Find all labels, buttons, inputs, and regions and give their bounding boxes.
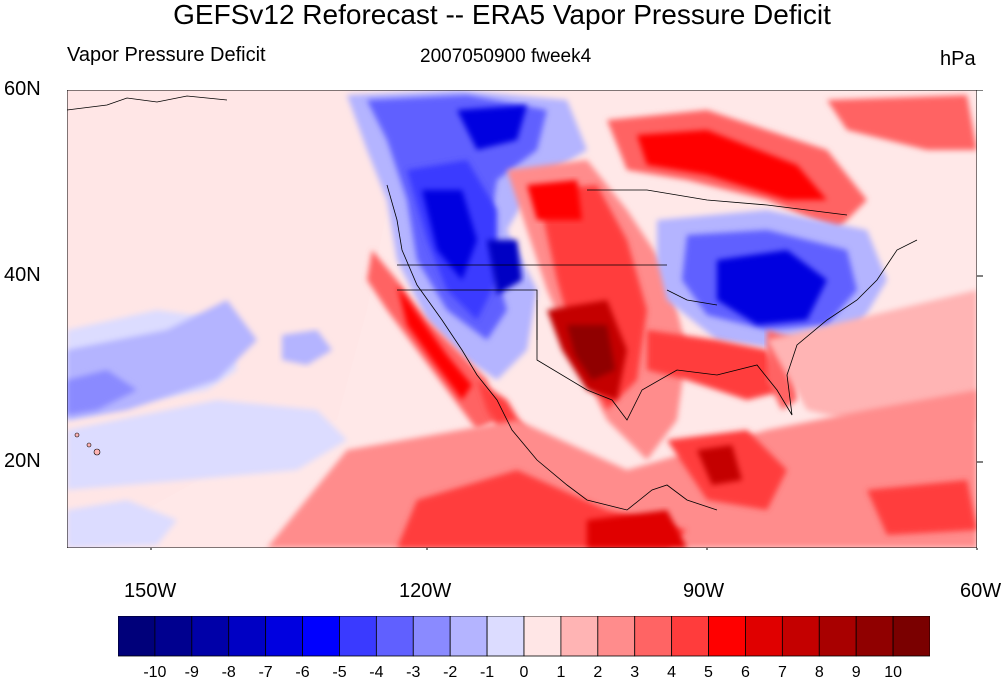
colorbar-swatch	[449, 616, 488, 657]
colorbar-tick-label: 3	[630, 664, 640, 681]
pacific-low-area-6	[67, 500, 177, 548]
south-atlantic-high-area	[867, 480, 977, 535]
caribbean-high-area-2	[697, 445, 742, 485]
date-label: 2007050900 fweek4	[420, 46, 592, 67]
colorbar-swatch	[855, 616, 894, 657]
texas-high-area-2	[567, 325, 615, 380]
colorbar-tick-label: 1	[556, 664, 566, 681]
colorbar-tick-label: -8	[221, 664, 236, 681]
colorbar-swatch	[265, 616, 303, 657]
colorbar-tick-label: -1	[479, 664, 495, 681]
variable-label: Vapor Pressure Deficit	[67, 44, 266, 66]
colorbar-swatch	[375, 616, 414, 657]
canada-high-area-2	[637, 130, 827, 200]
colorbar-swatch	[339, 616, 377, 657]
colorbar-swatch	[412, 616, 451, 657]
colorbar-swatch	[781, 616, 820, 657]
colorbar-tick-label: -2	[443, 664, 458, 681]
colorbar-swatch	[191, 616, 230, 657]
lon-label-90w: 90W	[683, 580, 725, 602]
axis-ticks	[150, 90, 983, 550]
colorbar-swatch	[560, 616, 599, 657]
units-label: hPa	[940, 48, 976, 70]
colorbar-tick-label: 8	[814, 664, 824, 681]
lon-label-150w: 150W	[124, 580, 177, 602]
hawaii-islands	[74, 432, 101, 456]
colorbar-tick-label: -3	[406, 664, 421, 681]
labrador-high-area	[827, 95, 977, 150]
pacific-low-area-3	[67, 370, 137, 415]
lat-label-40n: 40N	[4, 264, 41, 286]
dakota-high-area	[527, 180, 582, 220]
rockies-dry-low-area	[487, 240, 522, 295]
colorbar-swatch	[597, 616, 636, 657]
colorbar-tick-label: 10	[884, 664, 902, 681]
colorbar-labels: -10 -9 -8 -7 -6 -5 -4 -3 -2 -1 0 1 2 3 4 5 6 7 8 9 10	[118, 664, 930, 684]
pacific-low-area-4	[67, 400, 347, 490]
colorbar-tick-label: 4	[667, 664, 677, 681]
colorbar-swatch	[523, 616, 562, 657]
colorbar-tick-label: -4	[369, 664, 384, 681]
pacific-low-area-5	[282, 330, 332, 365]
colorbar-tick-label: -6	[295, 664, 310, 681]
colorbar-swatch	[154, 616, 193, 657]
colorbar-tick-label: -7	[258, 664, 273, 681]
lat-label-60n: 60N	[4, 78, 41, 100]
gulf-coast-high-area	[647, 330, 787, 400]
colorbar-tick-label: -5	[332, 664, 347, 681]
colorbar-tick-label: 9	[851, 664, 861, 681]
color-swatches	[118, 616, 930, 657]
lat-label-20n: 20N	[4, 450, 41, 472]
west-coast-high-area-2	[397, 285, 472, 400]
west-dry-low-area-4	[422, 190, 477, 280]
colorbar-tick-label: 5	[704, 664, 713, 681]
canada-dry-low-area	[457, 105, 527, 150]
coastlines	[67, 95, 918, 511]
colorbar-tick-label: 6	[741, 664, 750, 681]
colorbar-swatch	[228, 616, 267, 657]
colorbar-swatch	[818, 616, 857, 657]
colorbar-swatch	[486, 616, 525, 657]
colorbar-tick-label: 7	[777, 664, 787, 681]
colorbar-tick-label: 0	[519, 664, 529, 681]
atlantic-high-area	[767, 290, 977, 430]
map-title: GEFSv12 Reforecast -- ERA5 Vapor Pressur…	[173, 0, 831, 30]
colorbar-swatch	[745, 616, 783, 657]
lon-label-120w: 120W	[399, 580, 452, 602]
pacific-mexico-high-area	[587, 510, 687, 548]
colorbar-swatch	[302, 616, 340, 657]
color-scale	[118, 616, 930, 657]
colorbar-swatch	[118, 616, 156, 657]
colorbar-swatch	[708, 616, 746, 657]
east-dry-low-area-3	[717, 250, 827, 325]
colorbar-swatch	[671, 616, 709, 657]
colorbar-swatch	[634, 616, 673, 657]
lon-label-60w: 60W	[960, 580, 1002, 602]
colorbar-tick-label: -9	[184, 664, 199, 681]
colorbar-tick-label: -10	[143, 664, 167, 681]
vpd-difference-map	[67, 90, 983, 550]
colorbar-swatch	[892, 616, 930, 657]
colorbar-tick-label: 2	[593, 664, 603, 681]
